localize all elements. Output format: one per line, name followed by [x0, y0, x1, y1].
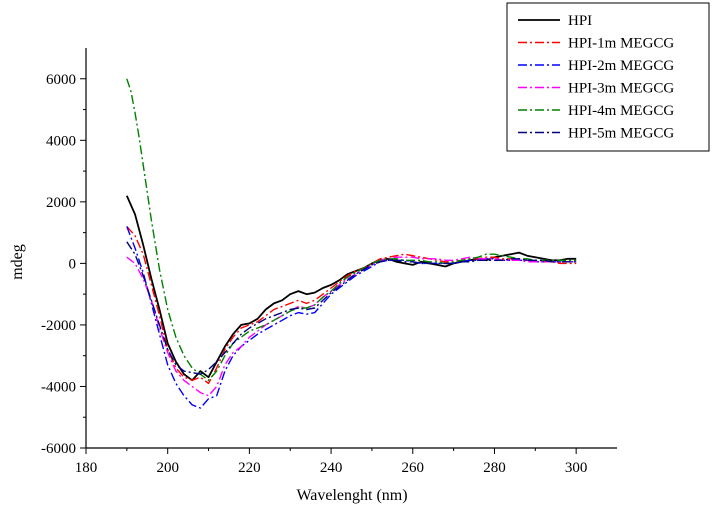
legend-label: HPI-1m MEGCG — [568, 36, 674, 52]
y-tick-label: 2000 — [46, 195, 76, 211]
legend-label: HPI-3m MEGCG — [568, 81, 674, 97]
plot-area — [125, 78, 577, 409]
y-tick-label: -6000 — [41, 441, 76, 457]
y-tick-label: -4000 — [41, 379, 76, 395]
y-tick-label: 0 — [69, 256, 77, 272]
y-ticks: -6000 -4000 -2000 0 2000 4000 6000 — [41, 72, 86, 457]
y-tick-label: -2000 — [41, 318, 76, 334]
legend-label: HPI-4m MEGCG — [568, 103, 674, 119]
x-tick-label: 300 — [565, 460, 588, 476]
y-axis-title: mdeg — [9, 244, 26, 280]
legend-box — [506, 2, 710, 152]
x-tick-label: 240 — [320, 460, 343, 476]
legend-label: HPI — [568, 13, 592, 29]
axes — [85, 48, 617, 449]
x-tick-label: 220 — [238, 460, 261, 476]
series-line-6 — [126, 241, 577, 375]
x-ticks: 180 200 220 240 260 280 300 — [75, 448, 588, 476]
legend-label: HPI-2m MEGCG — [568, 58, 674, 74]
x-tick-label: 180 — [75, 460, 98, 476]
x-tick-label: 200 — [156, 460, 179, 476]
x-axis-title: Wavelenght (nm) — [296, 487, 407, 504]
series-line-1 — [125, 195, 577, 382]
legend: HPI HPI-1m MEGCG HPI-2m MEGCG HPI-3m MEGCG H… — [506, 2, 710, 152]
x-tick-label: 280 — [483, 460, 506, 476]
series-line-5 — [126, 78, 577, 381]
legend-label: HPI-5m MEGCG — [568, 126, 674, 142]
y-tick-label: 4000 — [46, 133, 76, 149]
series-line-2 — [126, 226, 577, 385]
x-tick-label: 260 — [402, 460, 425, 476]
y-tick-label: 6000 — [46, 72, 76, 88]
